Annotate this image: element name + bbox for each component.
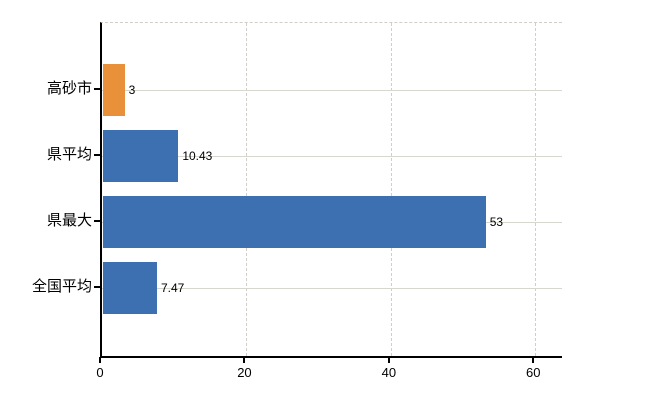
value-label: 53 [489,215,504,229]
x-axis-tick [532,357,535,363]
bar-県平均 [103,130,179,182]
x-axis-tick [243,357,246,363]
y-axis-tick [94,220,100,222]
bar-高砂市 [103,64,125,116]
y-axis-tick [94,286,100,288]
x-tick-label-40: 40 [381,365,397,380]
x-axis-tick [99,357,101,363]
x-axis-tick [387,357,390,363]
vertical-gridline-60 [535,23,537,356]
bar-全国平均 [103,262,157,314]
x-tick-label-0: 0 [96,365,104,380]
category-label: 高砂市 [46,80,92,97]
vertical-gridline-20 [246,23,248,356]
x-tick-label-60: 60 [526,365,541,380]
bar-県最大 [103,196,486,248]
category-label: 県最大 [46,212,92,229]
category-label: 全国平均 [31,278,92,295]
horizontal-gridline [102,288,562,289]
horizontal-gridline [102,156,562,157]
category-label: 県平均 [46,146,92,163]
value-label: 7.47 [160,281,185,295]
horizontal-gridline [102,90,562,91]
y-axis-tick [94,154,100,156]
plot-area: 3 10.43 53 7.47 [100,22,562,358]
x-tick-label-20: 20 [237,365,252,380]
y-axis-tick [94,88,100,90]
value-label: 10.43 [182,149,213,163]
value-label: 3 [128,83,136,97]
vertical-gridline-40 [390,23,392,356]
